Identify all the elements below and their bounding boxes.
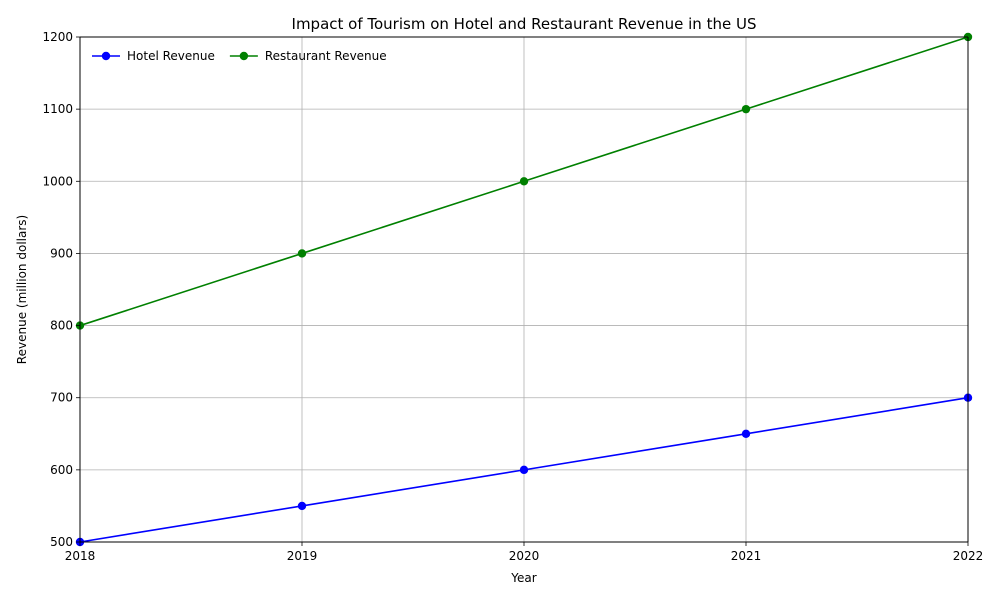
x-tick-label: 2020 (509, 549, 540, 563)
x-tick-label: 2022 (953, 549, 984, 563)
x-tick-label: 2019 (287, 549, 318, 563)
x-axis-label: Year (510, 571, 536, 585)
legend-label: Restaurant Revenue (265, 49, 387, 63)
y-tick-label: 1000 (42, 174, 73, 188)
y-tick-label: 900 (50, 246, 73, 260)
data-point-restaurant-revenue (297, 249, 307, 258)
y-tick-label: 700 (50, 391, 73, 405)
data-point-restaurant-revenue (741, 104, 751, 114)
y-tick-label: 500 (50, 535, 73, 549)
x-axis-ticks: 2018 2019 2020 2021 2022 (65, 542, 984, 563)
x-tick-label: 2018 (65, 549, 96, 563)
legend-swatch-marker (239, 51, 249, 61)
legend-item-restaurant-revenue: Restaurant Revenue (229, 49, 387, 63)
y-tick-label: 600 (50, 463, 73, 477)
legend-item-hotel-revenue: Hotel Revenue (92, 49, 215, 63)
legend-label: Hotel Revenue (127, 49, 215, 63)
y-tick-label: 1200 (42, 30, 73, 44)
series-layer (75, 32, 973, 547)
data-point-hotel-revenue (741, 429, 751, 438)
y-tick-label: 1100 (42, 102, 73, 116)
x-tick-label: 2021 (731, 549, 762, 563)
legend: Hotel Revenue Restaurant Revenue (92, 49, 387, 63)
data-point-restaurant-revenue (519, 177, 529, 186)
y-axis-ticks: 500 600 700 800 900 1000 1100 1200 (42, 30, 80, 549)
data-point-hotel-revenue (297, 501, 307, 511)
y-tick-label: 800 (50, 319, 73, 333)
data-point-hotel-revenue (519, 465, 529, 475)
legend-swatch-marker (101, 51, 111, 61)
y-axis-label: Revenue (million dollars) (15, 215, 29, 364)
chart-title: Impact of Tourism on Hotel and Restauran… (292, 15, 757, 33)
